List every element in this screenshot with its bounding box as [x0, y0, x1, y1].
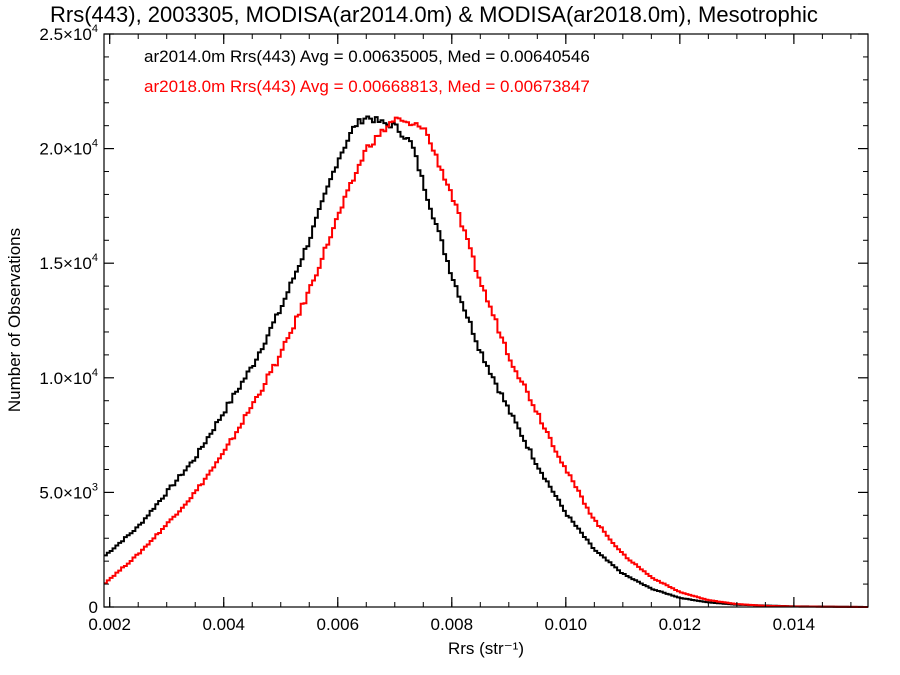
y-tick-label: 2.0×104	[39, 138, 98, 159]
x-tick-label: 0.008	[431, 615, 474, 634]
x-tick-label: 0.006	[316, 615, 359, 634]
y-tick-label: 2.5×104	[39, 23, 98, 44]
y-tick-label: 0	[89, 598, 98, 617]
x-axis-label: Rrs (str⁻¹)	[448, 639, 524, 658]
x-tick-label: 0.002	[88, 615, 131, 634]
x-tick-label: 0.014	[773, 615, 816, 634]
x-tick-label: 0.010	[545, 615, 588, 634]
series-line-ar2018.0m	[104, 116, 868, 608]
legend-entry-ar2014: ar2014.0m Rrs(443) Avg = 0.00635005, Med…	[144, 47, 590, 66]
y-tick-label: 1.5×104	[39, 252, 98, 273]
ticks-layer: 0.002 0.004 0.006 0.008 0.010 0.012 0.014 0 5.0×…	[39, 23, 868, 634]
series-line-ar2014.0m	[104, 115, 868, 608]
chart-title: Rrs(443), 2003305, MODISA(ar2014.0m) & M…	[50, 2, 818, 27]
plot-frame	[103, 33, 869, 608]
legend-entry-ar2018: ar2018.0m Rrs(443) Avg = 0.00668813, Med…	[144, 77, 590, 96]
x-tick-label: 0.012	[659, 615, 702, 634]
y-axis-label: Number of Observations	[5, 228, 24, 412]
series-layer	[104, 115, 868, 608]
y-tick-label: 5.0×103	[39, 481, 98, 502]
x-tick-label: 0.004	[202, 615, 245, 634]
y-tick-label: 1.0×104	[39, 367, 98, 388]
